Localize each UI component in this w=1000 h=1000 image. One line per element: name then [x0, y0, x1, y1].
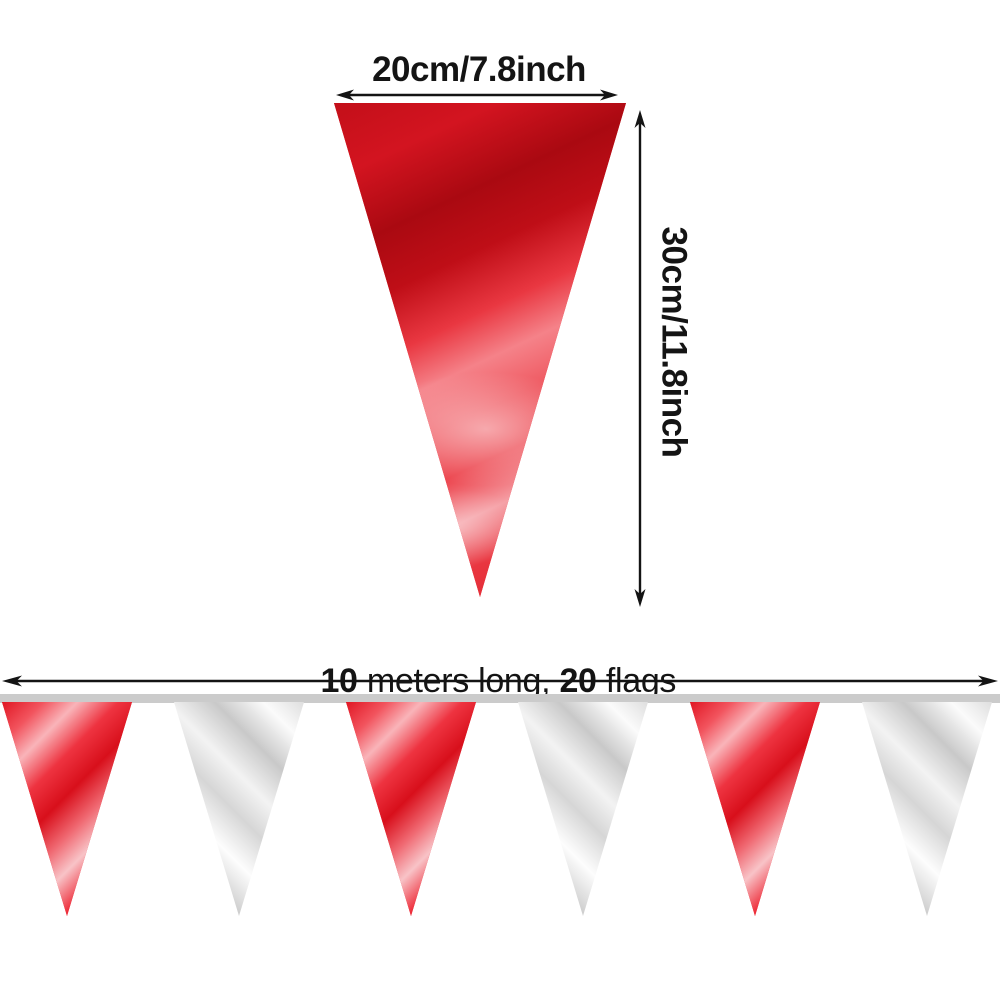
pennant-flag-red — [690, 702, 820, 916]
pennant-flag-silver — [518, 702, 648, 916]
height-double-arrow-icon — [634, 110, 646, 607]
width-double-arrow-icon — [336, 89, 618, 101]
large-red-pennant-flag — [334, 103, 626, 597]
pennant-flag-red — [2, 702, 132, 916]
height-dimension-label: 30cm/11.8inch — [654, 226, 694, 458]
width-dimension-label: 20cm/7.8inch — [372, 50, 586, 89]
pennant-flag-silver — [862, 702, 992, 916]
banner-string — [0, 694, 1000, 703]
length-double-arrow-icon — [2, 675, 998, 687]
pennant-flag-silver — [174, 702, 304, 916]
pennant-flag-red — [346, 702, 476, 916]
